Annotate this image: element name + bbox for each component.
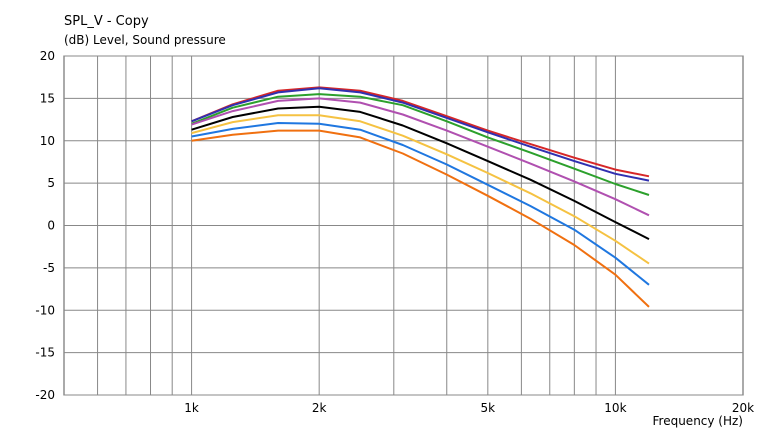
series-line — [191, 87, 650, 182]
y-tick-label: -5 — [43, 261, 55, 275]
y-tick-label: -15 — [35, 346, 55, 360]
series-line — [191, 114, 650, 265]
series-line — [191, 122, 650, 286]
chart-title: SPL_V - Copy — [64, 14, 149, 29]
series-lines — [191, 86, 650, 308]
x-tick-label: 10k — [604, 401, 626, 415]
x-tick-label: 20k — [732, 401, 754, 415]
x-tick-label: 2k — [312, 401, 327, 415]
y-tick-label: -10 — [35, 303, 55, 317]
y-tick-label: 5 — [47, 176, 55, 190]
series-line — [191, 129, 650, 308]
x-axis-label: Frequency (Hz) — [653, 414, 744, 428]
series-line — [191, 105, 650, 240]
series-line — [191, 97, 650, 217]
y-tick-labels: 20 15 10 5 0 -5 -10 -15 -20 — [35, 49, 55, 402]
x-tick-labels: 1k 2k 5k 10k 20k — [184, 401, 754, 415]
grid — [63, 55, 744, 396]
series-line — [191, 86, 650, 178]
x-tick-label: 5k — [481, 401, 496, 415]
series-line — [191, 93, 650, 196]
y-tick-label: 0 — [47, 219, 55, 233]
chart-subtitle: (dB) Level, Sound pressure — [64, 33, 226, 47]
y-tick-label: -20 — [35, 388, 55, 402]
x-tick-label: 1k — [184, 401, 199, 415]
y-tick-label: 20 — [40, 49, 55, 63]
y-tick-label: 15 — [40, 91, 55, 105]
y-tick-label: 10 — [40, 134, 55, 148]
